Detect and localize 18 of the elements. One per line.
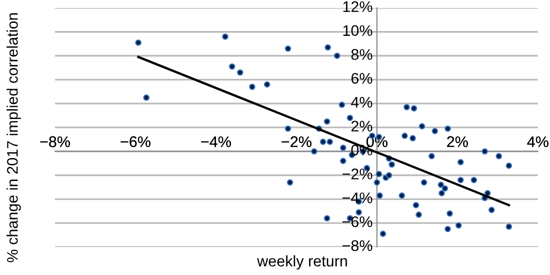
y-tick-label: 8% bbox=[351, 49, 372, 60]
y-tick-label: −6% bbox=[342, 216, 372, 228]
y-tick-label: −4% bbox=[342, 192, 372, 204]
x-tick-label: −8% bbox=[40, 136, 70, 148]
x-tick-label: 4% bbox=[527, 136, 548, 148]
x-tick-label: −6% bbox=[120, 136, 150, 148]
y-tick-label: 4% bbox=[351, 96, 372, 108]
x-axis-title: weekly return bbox=[257, 255, 347, 270]
x-tick-label: 2% bbox=[447, 136, 468, 148]
y-tick-label: 6% bbox=[351, 72, 372, 84]
y-tick-label: 12% bbox=[343, 1, 372, 12]
y-tick-label: −8% bbox=[342, 240, 372, 252]
y-tick-label: 2% bbox=[351, 120, 372, 132]
y-tick-label: 10% bbox=[343, 25, 372, 36]
x-tick-label: −2% bbox=[282, 136, 312, 148]
y-tick-label: −2% bbox=[342, 168, 372, 180]
x-tick-label: −4% bbox=[201, 136, 231, 148]
y-axis-title: % change in 2017 implied correlation bbox=[6, 13, 21, 262]
